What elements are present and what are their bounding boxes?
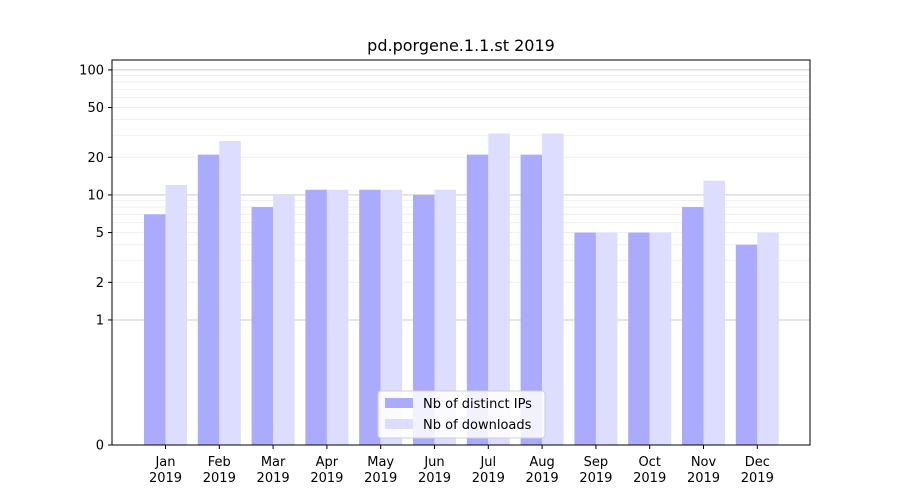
bar-distinct-ips-dec — [735, 244, 758, 445]
x-tick-label-year: 2019 — [257, 471, 290, 486]
x-tick-label-month: Oct — [638, 455, 660, 470]
plot-frame — [111, 59, 811, 446]
x-tick-label-month: Jan — [154, 455, 175, 470]
x-tick-label-year: 2019 — [149, 471, 182, 486]
x-tick-label-month: Dec — [745, 455, 770, 470]
y-tick-label: 50 — [87, 101, 104, 116]
x-tick-label-month: Mar — [261, 455, 286, 470]
bar-downloads-oct — [649, 232, 672, 445]
bars-layer — [144, 133, 779, 446]
x-tick-label-year: 2019 — [687, 471, 720, 486]
bar-distinct-ips-jul — [466, 154, 489, 446]
x-tick-label-month: Apr — [316, 455, 339, 470]
x-tick-label-year: 2019 — [472, 471, 505, 486]
bar-downloads-may — [380, 189, 403, 445]
x-tick-label-year: 2019 — [203, 471, 236, 486]
bar-distinct-ips-may — [359, 189, 381, 445]
x-tick-label-year: 2019 — [364, 471, 397, 486]
bar-distinct-ips-feb — [197, 154, 220, 446]
legend-box — [377, 390, 546, 439]
y-tick-label: 1 — [96, 313, 104, 328]
x-tick-label-month: Sep — [584, 455, 609, 470]
bar-downloads-mar — [273, 194, 295, 445]
x-tick-label-year: 2019 — [418, 471, 451, 486]
bar-distinct-ips-jan — [144, 214, 166, 445]
x-tick-label-month: May — [367, 455, 394, 470]
y-tick-label: 5 — [96, 226, 104, 241]
bar-distinct-ips-aug — [520, 154, 543, 446]
bar-distinct-ips-nov — [682, 207, 704, 445]
bar-distinct-ips-apr — [305, 189, 327, 445]
legend-label-distinct-ips: Nb of distinct IPs — [423, 397, 532, 412]
x-tick-label-year: 2019 — [526, 471, 559, 486]
bar-downloads-jul — [488, 133, 510, 445]
legend-label-downloads: Nb of downloads — [423, 418, 532, 433]
x-tick-label-month: Nov — [691, 455, 717, 470]
y-tick-label: 0 — [96, 439, 104, 454]
x-tick-label-year: 2019 — [633, 471, 666, 486]
bar-distinct-ips-oct — [628, 232, 650, 445]
bar-downloads-aug — [542, 133, 564, 445]
bar-downloads-jan — [165, 185, 187, 445]
bar-downloads-apr — [326, 189, 349, 445]
y-tick-label: 2 — [96, 276, 104, 291]
bar-distinct-ips-mar — [251, 207, 274, 445]
y-tick-label: 100 — [79, 63, 104, 78]
bar-downloads-sep — [595, 232, 618, 445]
x-tick-label-month: Jun — [423, 455, 444, 470]
y-tick-label: 20 — [87, 151, 104, 166]
bar-downloads-jun — [434, 189, 456, 445]
y-tick-label: 10 — [87, 188, 104, 203]
chart-title: pd.porgene.1.1.st 2019 — [367, 36, 555, 55]
legend-swatch-downloads — [385, 419, 413, 429]
bar-distinct-ips-sep — [574, 232, 596, 445]
x-tick-label-year: 2019 — [579, 471, 612, 486]
x-axis: Jan2019Feb2019Mar2019Apr2019May2019Jun20… — [149, 445, 774, 486]
legend: Nb of distinct IPs Nb of downloads — [377, 390, 546, 439]
x-tick-label-month: Aug — [529, 455, 554, 470]
x-tick-label-year: 2019 — [310, 471, 343, 486]
bar-distinct-ips-jun — [413, 194, 435, 445]
y-axis: 0 1 2 5 10 20 50 100 — [79, 63, 112, 454]
x-tick-label-year: 2019 — [741, 471, 774, 486]
bar-downloads-feb — [219, 140, 241, 445]
x-tick-label-month: Feb — [208, 455, 231, 470]
x-tick-label-month: Jul — [479, 455, 496, 470]
legend-swatch-distinct-ips — [385, 398, 413, 408]
bar-downloads-nov — [703, 180, 725, 445]
bar-downloads-dec — [757, 232, 779, 445]
